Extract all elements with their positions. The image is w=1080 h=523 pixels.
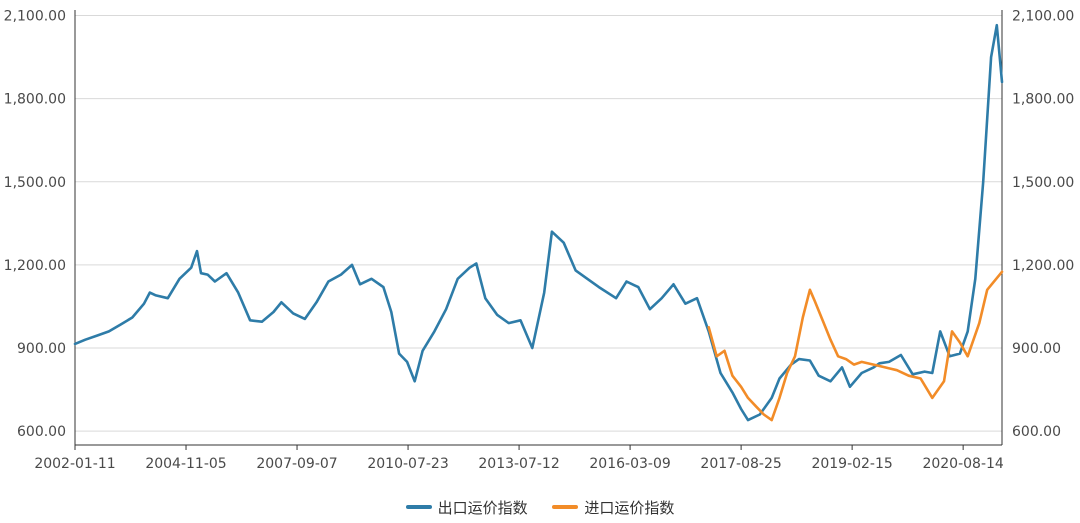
legend-label-import: 进口运价指数 — [584, 498, 675, 517]
x-tick-label: 2019-02-15 — [811, 456, 892, 472]
series-line-import — [707, 270, 1004, 422]
y-tick-label-right: 900.00 — [1012, 341, 1061, 357]
legend: 出口运价指数 进口运价指数 — [0, 495, 1080, 518]
y-tick-label-left: 1,500.00 — [4, 175, 66, 191]
y-tick-label-left: 1,200.00 — [4, 258, 66, 274]
line-chart: 600.00 600.00 900.00 900.00 1,200.00 1,200.00… — [4, 9, 1075, 472]
legend-item-import[interactable]: 进口运价指数 — [552, 497, 674, 518]
y-tick-label-right: 1,500.00 — [1012, 175, 1074, 191]
x-tick-label: 2007-09-07 — [256, 456, 337, 472]
y-tick-label-left: 600.00 — [17, 424, 66, 440]
y-tick-label-left: 900.00 — [17, 341, 66, 357]
y-tick-label-left: 1,800.00 — [4, 92, 66, 108]
y-tick-label-left: 2,100.00 — [4, 9, 66, 25]
x-tick-label: 2004-11-05 — [145, 456, 226, 472]
x-tick-label: 2013-07-12 — [478, 456, 559, 472]
x-tick-label: 2020-08-14 — [922, 456, 1003, 472]
legend-swatch-export — [405, 505, 432, 509]
series-line-export — [73, 23, 1004, 422]
y-tick-label-right: 600.00 — [1012, 424, 1061, 440]
y-tick-label-right: 2,100.00 — [1012, 9, 1074, 25]
y-tick-label-right: 1,200.00 — [1012, 258, 1074, 274]
legend-swatch-import — [552, 505, 579, 509]
x-tick-label: 2010-07-23 — [367, 456, 448, 472]
x-tick-label: 2017-08-25 — [700, 456, 781, 472]
y-tick-label-right: 1,800.00 — [1012, 92, 1074, 108]
x-tick-label: 2016-03-09 — [589, 456, 670, 472]
legend-label-export: 出口运价指数 — [437, 498, 528, 517]
x-tick-label: 2002-01-11 — [34, 456, 115, 472]
legend-item-export[interactable]: 出口运价指数 — [405, 497, 528, 518]
